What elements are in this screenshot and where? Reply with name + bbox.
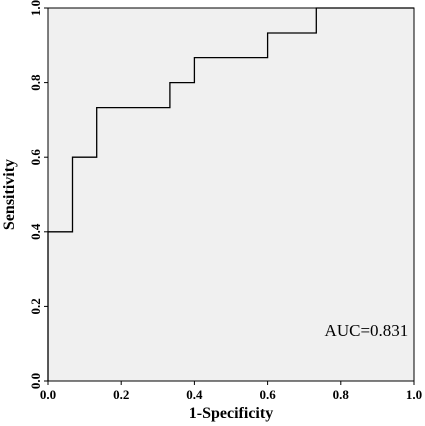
auc-annotation: AUC=0.831 xyxy=(325,321,409,340)
y-tick-label: 0.4 xyxy=(28,223,43,240)
x-tick-label: 1.0 xyxy=(406,387,422,402)
y-tick-label: 0.2 xyxy=(28,298,43,314)
annotations: AUC=0.831 xyxy=(325,321,409,340)
x-tick-label: 0.6 xyxy=(259,387,276,402)
y-axis-ticks: 0.0 0.2 0.4 0.6 0.8 1.0 xyxy=(28,0,48,389)
y-axis-label: Sensitivity xyxy=(1,159,18,230)
y-tick-label: 0.8 xyxy=(28,74,43,91)
plot-area xyxy=(47,7,415,382)
x-tick-label: 0.0 xyxy=(40,387,56,402)
x-tick-label: 0.4 xyxy=(186,387,203,402)
y-tick-label: 0.6 xyxy=(28,149,43,166)
x-axis-label: 1-Specificity xyxy=(189,405,273,422)
y-tick-label: 1.0 xyxy=(28,0,43,16)
x-tick-label: 0.8 xyxy=(333,387,350,402)
roc-curve xyxy=(47,7,414,381)
x-tick-label: 0.2 xyxy=(113,387,129,402)
y-tick-label: 0.0 xyxy=(28,373,43,389)
x-axis-ticks: 0.0 0.2 0.4 0.6 0.8 1.0 xyxy=(40,381,422,402)
